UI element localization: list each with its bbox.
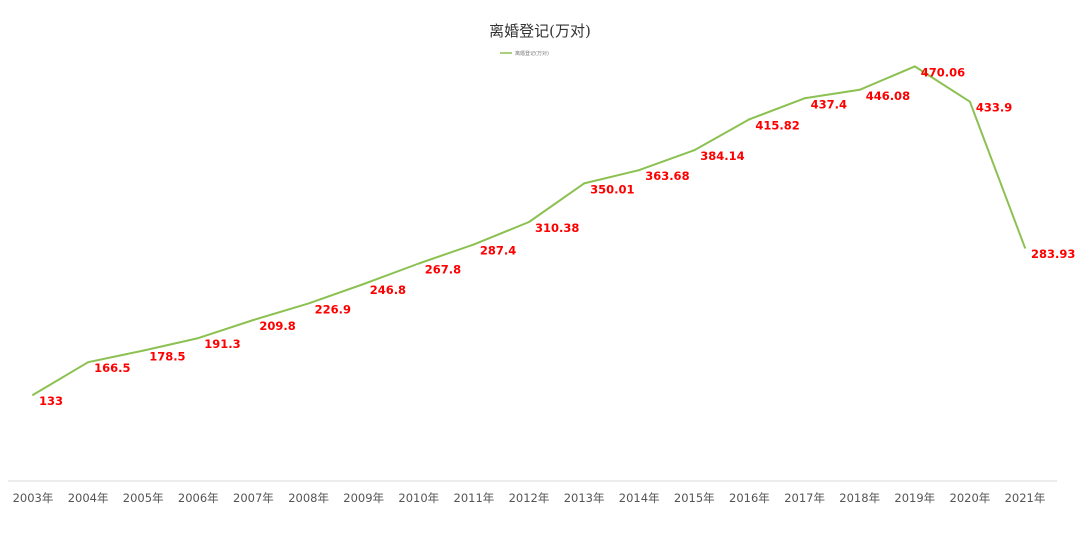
data-point (638, 169, 641, 172)
x-tick-label: 2013年 (564, 491, 605, 505)
x-tick-label: 2008年 (288, 491, 329, 505)
data-label: 226.9 (315, 302, 351, 316)
data-point (87, 361, 90, 364)
data-point (803, 97, 806, 100)
x-tick-label: 2018年 (839, 491, 880, 505)
data-label: 166.5 (94, 361, 130, 375)
legend-label: 离婚登记(万对) (515, 50, 549, 57)
data-label: 350.01 (590, 182, 634, 196)
data-point (693, 149, 696, 152)
data-label: 384.14 (700, 149, 744, 163)
data-label: 437.4 (811, 97, 847, 111)
x-tick-label: 2016年 (729, 491, 770, 505)
data-label: 310.38 (535, 221, 579, 235)
data-point (307, 302, 310, 305)
data-label: 133 (39, 394, 63, 408)
data-point (968, 100, 971, 103)
data-label: 446.08 (866, 89, 910, 103)
data-point (583, 182, 586, 185)
x-tick-label: 2007年 (233, 491, 274, 505)
data-point (472, 243, 475, 246)
data-point (913, 65, 916, 68)
x-tick-label: 2017年 (784, 491, 825, 505)
x-tick-label: 2003年 (13, 491, 54, 505)
data-label: 363.68 (645, 169, 689, 183)
x-tick-label: 2015年 (674, 491, 715, 505)
data-label: 415.82 (755, 118, 799, 132)
legend: 离婚登记(万对) (500, 50, 549, 57)
data-label: 267.8 (425, 263, 461, 277)
data-label: 287.4 (480, 243, 516, 257)
data-label: 178.5 (149, 350, 185, 364)
data-point (858, 88, 861, 91)
data-point (1024, 246, 1026, 249)
x-tick-label: 2020年 (950, 491, 991, 505)
data-label: 246.8 (370, 283, 406, 297)
data-point (32, 393, 34, 396)
data-point (362, 283, 365, 285)
x-axis-ticks: 2003年 2004年 2005年 2006年 2007年 2008年 2009年 2010年… (13, 491, 1046, 505)
x-tick-label: 2021年 (1005, 491, 1046, 505)
x-tick-label: 2006年 (178, 491, 219, 505)
x-tick-label: 2009年 (343, 491, 384, 505)
data-point (417, 262, 420, 265)
x-tick-label: 2005年 (123, 491, 164, 505)
series-line (32, 65, 1026, 396)
x-tick-label: 2010年 (398, 491, 439, 505)
data-point (528, 221, 530, 223)
data-point (748, 118, 751, 121)
data-point (197, 337, 200, 340)
data-label: 191.3 (204, 337, 240, 351)
x-tick-label: 2011年 (454, 491, 495, 505)
data-label: 433.9 (976, 101, 1012, 115)
data-point (252, 319, 255, 321)
data-label: 209.8 (259, 319, 295, 333)
data-labels: 133 166.5 178.5 191.3 209.8 226.9 246.8 267.8 28… (39, 65, 1075, 408)
chart-title: 离婚登记(万对) (489, 22, 591, 40)
plot-area (32, 65, 1026, 396)
data-point (142, 349, 145, 352)
x-tick-label: 2019年 (894, 491, 935, 505)
x-tick-label: 2004年 (68, 491, 109, 505)
x-tick-label: 2014年 (619, 491, 660, 505)
data-label: 283.93 (1031, 247, 1075, 261)
data-label: 470.06 (921, 65, 965, 79)
x-tick-label: 2012年 (509, 491, 550, 505)
